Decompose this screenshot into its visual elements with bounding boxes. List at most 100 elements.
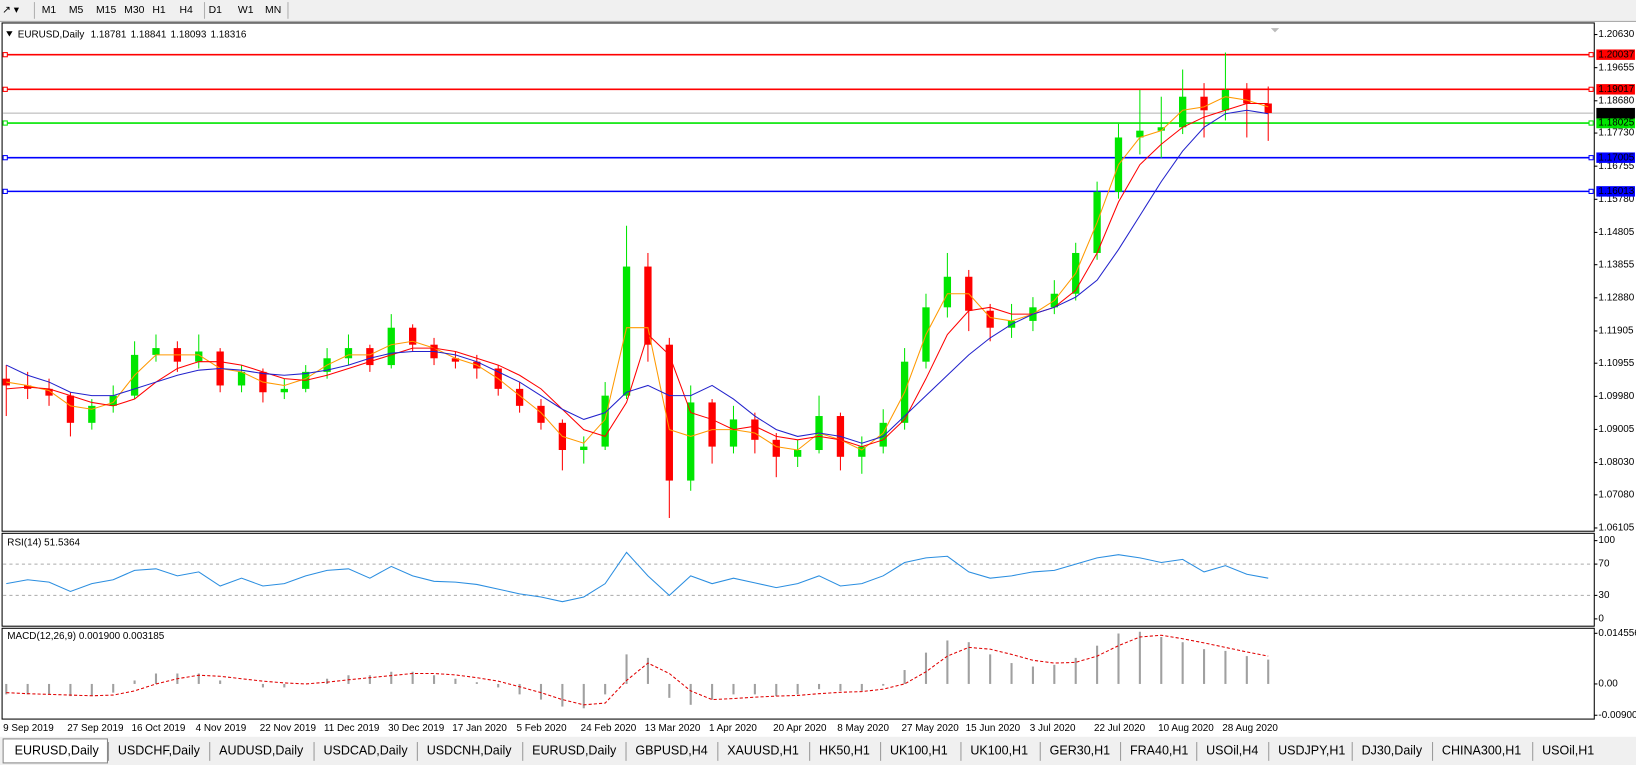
y-tick-label: 1.06105 (1598, 523, 1634, 534)
header-value: 1.18093 (171, 29, 207, 40)
candle-body (1243, 89, 1251, 104)
tab[interactable]: UK100,H1 (890, 744, 948, 758)
level-handle (2, 120, 8, 126)
level-label-box (1596, 49, 1635, 60)
y-tick-label: 100 (1598, 535, 1615, 546)
y-tick-label: 1.17730 (1598, 128, 1634, 139)
tab[interactable]: HK50,H1 (819, 744, 870, 758)
current-price-label: 1.18316 (1598, 108, 1634, 119)
timeframe-button[interactable]: W1 (238, 5, 254, 16)
timeframe-button[interactable]: M30 (124, 5, 144, 16)
candle-body (451, 358, 460, 362)
timeframe-button[interactable]: MN (265, 5, 281, 16)
timeframe-button[interactable]: H4 (179, 5, 193, 16)
y-tick-label: 30 (1598, 590, 1610, 601)
timeframe-button[interactable]: M1 (42, 5, 57, 16)
candle-body (665, 344, 673, 481)
level-handle (1588, 52, 1594, 58)
x-tick-label: 8 May 2020 (837, 723, 889, 734)
level-handle (2, 188, 8, 194)
x-tick-label: 20 Apr 2020 (773, 723, 827, 734)
macd-signal (6, 634, 1269, 706)
tab[interactable]: AUDUSD,Daily (219, 744, 304, 758)
timeframe-button[interactable]: M5 (69, 5, 84, 16)
candle-body (344, 348, 353, 359)
header-value: 1.18781 (91, 29, 127, 40)
tab[interactable]: USDJPY,H1 (1278, 744, 1345, 758)
candle-body (687, 402, 695, 481)
level-label: 1.18025 (1598, 118, 1634, 129)
y-tick-label: 0.00 (1598, 679, 1618, 690)
tab[interactable]: USDCNH,Daily (427, 744, 513, 758)
x-tick-label: 27 May 2020 (901, 723, 959, 734)
tab[interactable]: GER30,H1 (1050, 744, 1111, 758)
header-value: 1.18316 (211, 29, 247, 40)
candle-body (237, 371, 246, 386)
candle-body (708, 402, 716, 447)
y-tick-label: 1.13855 (1598, 259, 1634, 270)
tab[interactable]: FRA40,H1 (1130, 744, 1188, 758)
candle-body (195, 351, 203, 362)
y-tick-label: 1.19655 (1598, 62, 1634, 73)
level-handle (1588, 120, 1594, 126)
y-tick-label: 1.20630 (1598, 29, 1634, 40)
candle-body (88, 405, 96, 423)
candle-body (580, 446, 588, 451)
candle-body (879, 422, 887, 447)
x-tick-label: 30 Dec 2019 (388, 723, 445, 734)
tab-bar (0, 736, 1636, 765)
tab[interactable]: USOil,H4 (1206, 744, 1258, 758)
moving-average (6, 102, 1269, 448)
symbol-title: EURUSD,Daily (18, 29, 85, 40)
level-label: 1.17005 (1598, 152, 1634, 163)
level-handle (1588, 155, 1594, 161)
y-tick-label: 70 (1598, 559, 1610, 570)
toolbar (0, 0, 1636, 21)
level-label: 1.16013 (1598, 186, 1634, 197)
level-label: 1.20037 (1598, 49, 1634, 60)
header-value: 1.18841 (131, 29, 167, 40)
candle-body (409, 327, 417, 345)
candle-body (858, 446, 866, 457)
timeframe-button[interactable]: D1 (209, 5, 223, 16)
y-tick-label: 1.09980 (1598, 391, 1634, 402)
timeframe-button[interactable]: M15 (96, 5, 116, 16)
tab[interactable]: EURUSD,Daily (532, 744, 617, 758)
x-tick-label: 15 Jun 2020 (966, 723, 1021, 734)
rsi-line (6, 551, 1269, 603)
x-tick-label: 22 Jul 2020 (1094, 723, 1146, 734)
x-tick-label: 1 Apr 2020 (709, 723, 757, 734)
candle-body (280, 388, 288, 393)
x-tick-label: 28 Aug 2020 (1222, 723, 1278, 734)
header-arrow (6, 31, 13, 37)
tab[interactable]: DJ30,Daily (1362, 744, 1423, 758)
x-tick-label: 24 Feb 2020 (581, 723, 637, 734)
active-tab (2, 738, 108, 764)
tab[interactable]: UK100,H1 (970, 744, 1028, 758)
x-tick-label: 9 Sep 2019 (3, 723, 54, 734)
moving-average (6, 109, 1269, 444)
main-pane (1, 22, 1595, 532)
candle-body (45, 388, 53, 396)
tab[interactable]: USDCHF,Daily (118, 744, 201, 758)
tab[interactable]: GBPUSD,H4 (635, 744, 707, 758)
timeframe-button[interactable]: H1 (152, 5, 166, 16)
candle-body (986, 310, 994, 328)
level-handle (2, 155, 8, 161)
x-tick-label: 11 Dec 2019 (324, 723, 380, 734)
x-tick-label: 17 Jan 2020 (452, 723, 507, 734)
toolbar-icon[interactable]: ↗ ▾ (2, 5, 19, 16)
level-handle (1588, 86, 1594, 92)
tab[interactable]: XAUUSD,H1 (727, 744, 799, 758)
candle-body (387, 327, 395, 366)
y-tick-label: 1.12880 (1598, 292, 1634, 303)
candle-body (1179, 96, 1187, 128)
tab[interactable]: EURUSD,Daily (15, 744, 100, 758)
candle-body (1136, 130, 1144, 138)
level-handle (2, 52, 8, 58)
tab[interactable]: USDCAD,Daily (323, 744, 408, 758)
tab[interactable]: CHINA300,H1 (1442, 744, 1521, 758)
rsi-title: RSI(14) 51.5364 (7, 537, 80, 548)
candle-body (66, 395, 75, 423)
tab[interactable]: USOil,H1 (1542, 744, 1594, 758)
